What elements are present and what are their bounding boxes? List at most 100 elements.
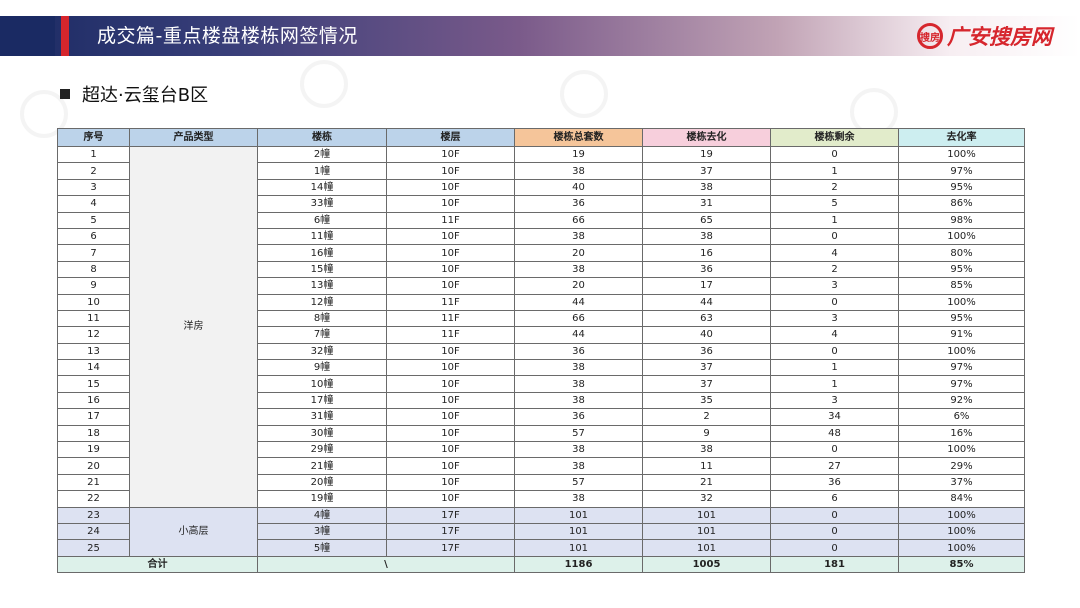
- cell-rate: 98%: [898, 211, 1025, 229]
- cell-remaining: 0: [770, 522, 899, 541]
- cell-sold: 101: [642, 539, 771, 557]
- header-floor: 楼层: [386, 128, 515, 147]
- cell-building: 5幢: [257, 539, 387, 557]
- cell-index: 2: [57, 162, 130, 180]
- cell-floor: 10F: [386, 457, 515, 475]
- page-title: 成交篇-重点楼盘楼栋网签情况: [97, 25, 358, 47]
- cell-index: 5: [57, 211, 130, 229]
- cell-floor: 10F: [386, 244, 515, 262]
- cell-rate: 16%: [898, 424, 1025, 443]
- cell-sold: 37: [642, 359, 771, 377]
- cell-total-units: 101: [514, 522, 643, 541]
- cell-rate: 91%: [898, 326, 1025, 344]
- cell-remaining: 34: [770, 408, 899, 426]
- cell-index: 22: [57, 490, 130, 508]
- cell-building: 32幢: [257, 342, 387, 361]
- cell-total-units: 44: [514, 326, 643, 344]
- cell-floor: 11F: [386, 293, 515, 311]
- table-row: 19 29幢 10F 38 38 0 100%: [57, 441, 1025, 459]
- cell-building: 14幢: [257, 178, 387, 197]
- cell-sold: 19: [642, 145, 771, 164]
- cell-building: 33幢: [257, 195, 387, 213]
- table-row: 11 8幢 11F 66 63 3 95%: [57, 309, 1025, 328]
- cell-index: 6: [57, 227, 130, 246]
- cell-sold: 37: [642, 375, 771, 393]
- cell-building: 10幢: [257, 375, 387, 393]
- cell-sold: 36: [642, 342, 771, 361]
- header-gradient: [0, 16, 1080, 56]
- cell-building: 2幢: [257, 145, 387, 164]
- cell-floor: 10F: [386, 424, 515, 443]
- cell-total-units: 38: [514, 490, 643, 508]
- cell-building: 31幢: [257, 408, 387, 426]
- section-title: 超达·云玺台B区: [82, 85, 209, 106]
- cell-total-units: 57: [514, 424, 643, 443]
- cell-index: 14: [57, 359, 130, 377]
- table-row: 24 3幢 17F 101 101 0 100%: [57, 522, 1025, 541]
- cell-building: 7幢: [257, 326, 387, 344]
- cell-remaining: 1: [770, 162, 899, 180]
- header-index: 序号: [57, 128, 130, 147]
- table-row: 5 6幢 11F 66 65 1 98%: [57, 211, 1025, 229]
- cell-remaining: 1: [770, 359, 899, 377]
- watermark-icon: [300, 60, 348, 108]
- cell-total-units: 38: [514, 375, 643, 393]
- cell-rate: 100%: [898, 506, 1025, 524]
- cell-floor: 11F: [386, 326, 515, 344]
- cell-rate: 100%: [898, 522, 1025, 541]
- cell-index: 9: [57, 277, 130, 295]
- cell-rate: 80%: [898, 244, 1025, 262]
- cell-total-units: 38: [514, 227, 643, 246]
- cell-index: 19: [57, 441, 130, 459]
- table-row: 4 33幢 10F 36 31 5 86%: [57, 195, 1025, 213]
- cell-total-units: 44: [514, 293, 643, 311]
- header-left-block: [0, 16, 55, 56]
- header-total-units: 楼栋总套数: [514, 128, 643, 147]
- table-row: 17 31幢 10F 36 2 34 6%: [57, 408, 1025, 426]
- cell-index: 3: [57, 178, 130, 197]
- cell-remaining: 5: [770, 195, 899, 213]
- cell-building: 16幢: [257, 244, 387, 262]
- cell-index: 15: [57, 375, 130, 393]
- header-remaining: 楼栋剩余: [770, 128, 899, 147]
- cell-floor: 10F: [386, 260, 515, 279]
- cell-sold: 101: [642, 522, 771, 541]
- cell-building: 3幢: [257, 522, 387, 541]
- header-building: 楼栋: [257, 128, 387, 147]
- cell-remaining: 2: [770, 178, 899, 197]
- logo-text: 广安搜房网: [947, 25, 1052, 49]
- cell-floor: 10F: [386, 162, 515, 180]
- total-building: \: [257, 555, 515, 574]
- cell-rate: 100%: [898, 145, 1025, 164]
- cell-index: 24: [57, 522, 130, 541]
- logo-mark-icon: 搜房: [917, 23, 943, 49]
- cell-remaining: 0: [770, 539, 899, 557]
- cell-remaining: 3: [770, 391, 899, 410]
- cell-floor: 10F: [386, 490, 515, 508]
- cell-remaining: 1: [770, 211, 899, 229]
- cell-sold: 44: [642, 293, 771, 311]
- cell-building: 8幢: [257, 309, 387, 328]
- cell-floor: 10F: [386, 359, 515, 377]
- header-type: 产品类型: [129, 128, 258, 147]
- cell-index: 11: [57, 309, 130, 328]
- cell-building: 12幢: [257, 293, 387, 311]
- cell-remaining: 1: [770, 375, 899, 393]
- cell-index: 20: [57, 457, 130, 475]
- cell-index: 18: [57, 424, 130, 443]
- cell-total-units: 101: [514, 506, 643, 524]
- cell-index: 4: [57, 195, 130, 213]
- cell-building: 1幢: [257, 162, 387, 180]
- cell-rate: 95%: [898, 260, 1025, 279]
- cell-rate: 84%: [898, 490, 1025, 508]
- cell-building: 13幢: [257, 277, 387, 295]
- cell-total-units: 38: [514, 391, 643, 410]
- cell-floor: 10F: [386, 391, 515, 410]
- cell-sold: 65: [642, 211, 771, 229]
- cell-remaining: 0: [770, 506, 899, 524]
- cell-sold: 21: [642, 473, 771, 492]
- cell-sold: 101: [642, 506, 771, 524]
- cell-floor: 17F: [386, 539, 515, 557]
- cell-sold: 63: [642, 309, 771, 328]
- cell-total-units: 38: [514, 260, 643, 279]
